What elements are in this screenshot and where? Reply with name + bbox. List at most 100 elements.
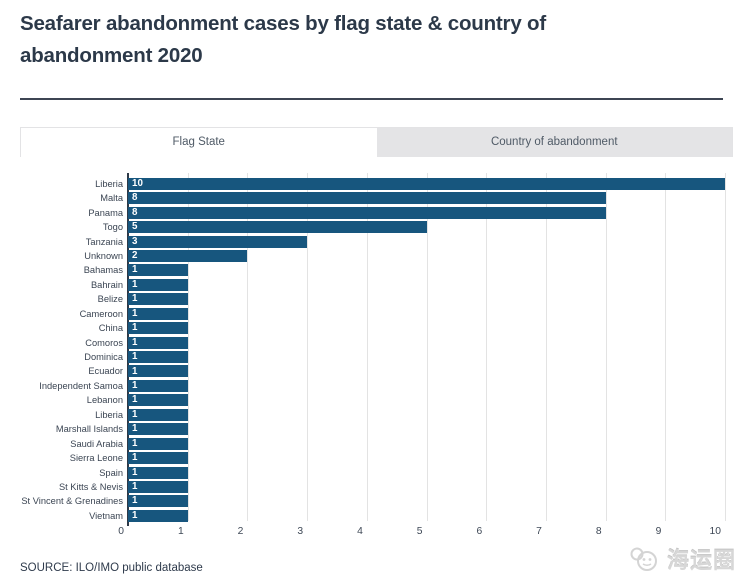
category-label: Comoros bbox=[85, 337, 123, 348]
bar-row: Sierra Leone 1 bbox=[14, 451, 725, 465]
bar-value-label: 8 bbox=[132, 192, 138, 204]
category-label: Tanzania bbox=[85, 236, 123, 247]
bar-area: 1 bbox=[128, 480, 725, 493]
gridline bbox=[307, 172, 309, 521]
bar-area: 1 bbox=[128, 452, 725, 465]
bar-chart: Liberia 10 Malta 8 Panama 8 Togo 5 Tanzania 3 Unkn… bbox=[14, 172, 726, 538]
bar: 2 bbox=[128, 249, 248, 262]
bar-value-label: 1 bbox=[132, 351, 138, 363]
bar-row: China 1 bbox=[14, 321, 725, 335]
bar-value-label: 1 bbox=[132, 423, 138, 435]
gridline bbox=[366, 172, 368, 521]
bar-row: St Kitts & Nevis 1 bbox=[14, 480, 725, 494]
bar: 1 bbox=[128, 394, 188, 407]
bar: 3 bbox=[128, 235, 308, 248]
bar-row: Tanzania 3 bbox=[14, 234, 725, 248]
bar-area: 1 bbox=[128, 322, 725, 335]
bar-value-label: 1 bbox=[132, 293, 138, 305]
tab-country-of-abandonment[interactable]: Country of abandonment bbox=[376, 127, 732, 157]
bar-area: 1 bbox=[128, 351, 725, 363]
x-tick-label: 3 bbox=[297, 525, 304, 537]
bar-area: 8 bbox=[128, 206, 725, 219]
bar-value-label: 1 bbox=[132, 264, 138, 276]
bar: 1 bbox=[128, 466, 188, 479]
bar-value-label: 1 bbox=[132, 379, 138, 391]
category-label: Malta bbox=[100, 193, 123, 204]
tab-flag-state[interactable]: Flag State bbox=[21, 127, 377, 157]
bar-area: 5 bbox=[128, 221, 725, 234]
gridline bbox=[605, 172, 607, 521]
bar-row: St Vincent & Grenadines 1 bbox=[14, 494, 725, 508]
gridline bbox=[545, 172, 547, 521]
bar-value-label: 1 bbox=[132, 466, 138, 478]
bar: 1 bbox=[128, 365, 188, 378]
watermark: 海运圈 bbox=[628, 543, 736, 575]
bar-row: Independent Samoa 1 bbox=[14, 379, 725, 393]
bar: 8 bbox=[128, 206, 606, 219]
bar-row: Cameroon 1 bbox=[14, 306, 725, 320]
category-label: Sierra Leone bbox=[69, 453, 123, 464]
category-label: Ecuador bbox=[88, 366, 123, 377]
bar-value-label: 2 bbox=[132, 250, 138, 262]
category-label: St Vincent & Grenadines bbox=[21, 496, 123, 507]
bar-value-label: 1 bbox=[132, 394, 138, 406]
bar-value-label: 1 bbox=[132, 336, 138, 348]
bar-area: 1 bbox=[128, 509, 725, 522]
bar-area: 1 bbox=[128, 278, 725, 291]
x-tick-label: 4 bbox=[357, 525, 363, 537]
category-label: Liberia bbox=[95, 409, 123, 420]
bar-area: 1 bbox=[128, 408, 725, 421]
category-label: Togo bbox=[102, 222, 123, 233]
bar-area: 2 bbox=[128, 249, 725, 262]
bar-row: Bahrain 1 bbox=[14, 278, 725, 292]
category-label: St Kitts & Nevis bbox=[58, 481, 123, 492]
x-tick-label: 0 bbox=[118, 525, 124, 537]
bar-row: Unknown 2 bbox=[14, 249, 725, 263]
bar-row: Lebanon 1 bbox=[14, 393, 725, 407]
bar-value-label: 1 bbox=[132, 481, 138, 493]
source-text: SOURCE: ILO/IMO public database bbox=[20, 562, 203, 574]
gridline bbox=[486, 172, 488, 521]
bar-area: 8 bbox=[128, 192, 725, 205]
bar-row: Liberia 1 bbox=[14, 408, 725, 422]
bar-row: Ecuador 1 bbox=[14, 364, 725, 378]
bar-row: Saudi Arabia 1 bbox=[14, 436, 725, 450]
bar: 1 bbox=[128, 452, 188, 465]
category-label: Bahrain bbox=[90, 279, 123, 290]
chart-title: Seafarer abandonment cases by flag state… bbox=[20, 12, 546, 67]
bar: 1 bbox=[128, 336, 188, 349]
y-axis-line bbox=[127, 172, 129, 526]
watermark-text: 海运圈 bbox=[666, 548, 736, 573]
gridline bbox=[187, 172, 189, 521]
bar-area: 1 bbox=[128, 437, 725, 450]
x-tick-label: 6 bbox=[476, 525, 483, 537]
bar-area: 1 bbox=[128, 293, 725, 306]
bar-value-label: 1 bbox=[132, 495, 138, 507]
footer: SOURCE: ILO/IMO public database 海运圈 bbox=[0, 537, 742, 583]
category-label: Bahamas bbox=[83, 265, 123, 276]
bar: 5 bbox=[128, 221, 427, 234]
bar-area: 1 bbox=[128, 423, 725, 436]
bar-row: Panama 8 bbox=[14, 205, 725, 219]
category-label: Cameroon bbox=[79, 308, 123, 319]
category-label: Dominica bbox=[84, 352, 123, 362]
x-tick-label: 2 bbox=[237, 525, 244, 537]
bar-value-label: 5 bbox=[132, 221, 138, 233]
bar-rows: Liberia 10 Malta 8 Panama 8 Togo 5 Tanzania 3 Unkn… bbox=[14, 177, 725, 524]
gridline bbox=[247, 172, 249, 521]
bar: 1 bbox=[128, 509, 188, 522]
category-label: Lebanon bbox=[86, 395, 123, 406]
shipping-circle-logo-icon bbox=[630, 547, 657, 571]
category-label: China bbox=[98, 323, 123, 334]
bar: 1 bbox=[128, 423, 188, 436]
bar-row: Liberia 10 bbox=[14, 177, 725, 191]
bar-area: 1 bbox=[128, 394, 725, 407]
bar-row: Togo 5 bbox=[14, 220, 725, 234]
bar: 8 bbox=[128, 192, 606, 205]
bar-area: 1 bbox=[128, 466, 725, 479]
bar-value-label: 1 bbox=[132, 365, 138, 377]
bar-row: Marshall Islands 1 bbox=[14, 422, 725, 436]
bar-row: Comoros 1 bbox=[14, 335, 725, 349]
bar-area: 1 bbox=[128, 264, 725, 277]
category-label: Belize bbox=[97, 294, 123, 305]
